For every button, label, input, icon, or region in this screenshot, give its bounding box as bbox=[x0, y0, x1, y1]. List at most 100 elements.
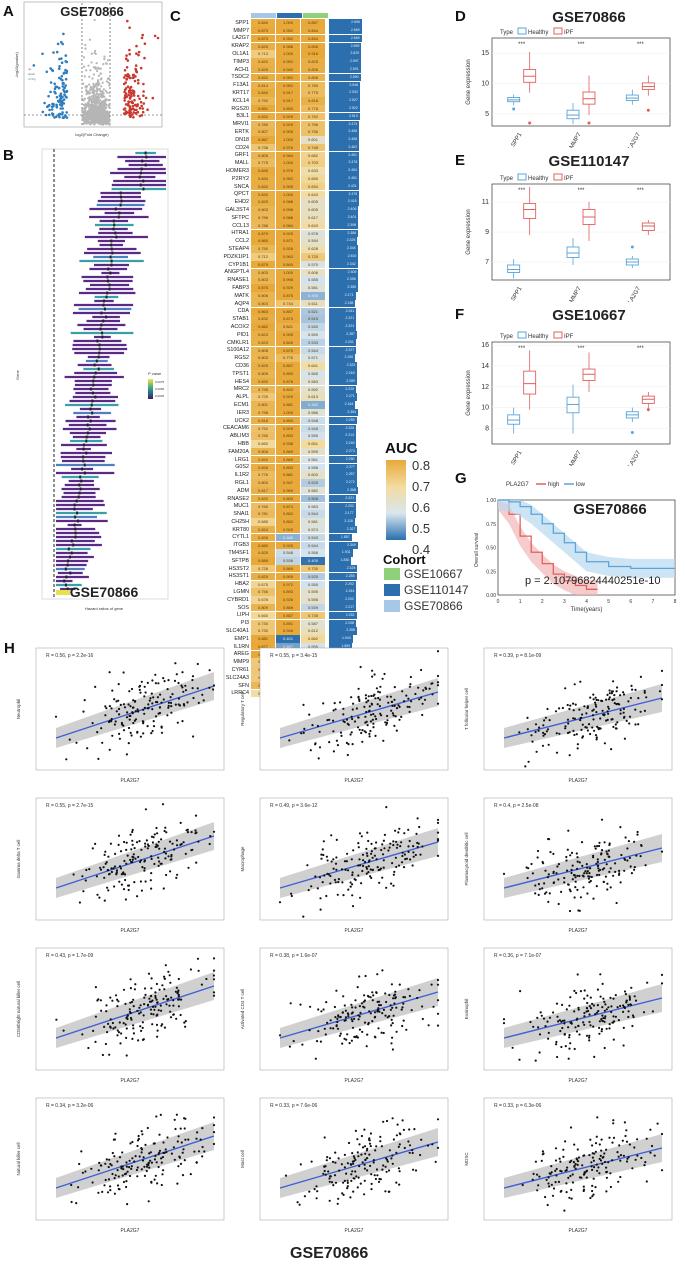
scatter-point bbox=[436, 702, 440, 705]
scatter-point bbox=[391, 1036, 394, 1039]
scatter-point bbox=[154, 682, 157, 685]
scatter-point bbox=[182, 1148, 185, 1151]
scatter-point bbox=[158, 988, 161, 991]
heatmap-row: ECM1 0.801 0.881 0.482 2.164 bbox=[197, 401, 362, 409]
scatter-point bbox=[393, 698, 396, 701]
scatter-point bbox=[117, 843, 120, 846]
scatter-ylabel: Regulatory T cell bbox=[240, 692, 245, 726]
scatter-point bbox=[609, 867, 612, 870]
heatmap-gene-label: GAL3ST4 bbox=[225, 207, 249, 214]
heatmap-gene-label: HBA2 bbox=[234, 581, 249, 588]
volcano-point-nosig bbox=[94, 95, 97, 98]
scatter-point bbox=[382, 739, 385, 742]
scatter-point bbox=[603, 858, 606, 861]
scatter-point bbox=[598, 1143, 601, 1146]
scatter-point bbox=[376, 866, 379, 869]
scatter-point bbox=[593, 845, 596, 848]
heatmap-sum-bar: 2.344 bbox=[329, 245, 358, 253]
scatter-point bbox=[315, 1185, 318, 1188]
volcano-point-nosig bbox=[81, 107, 85, 110]
scatter-point bbox=[152, 696, 155, 699]
heatmap-cell: 0.803 bbox=[251, 354, 276, 362]
boxplot-gene-label: MMP7 bbox=[569, 131, 583, 148]
scatter-point bbox=[605, 863, 608, 866]
scatter-point bbox=[377, 868, 380, 872]
heatmap-gene-label: F13A1 bbox=[233, 82, 249, 89]
scatter-point bbox=[569, 996, 572, 999]
scatter-xlabel: PLA2G7 bbox=[569, 1078, 588, 1084]
boxplot-outlier bbox=[512, 107, 516, 111]
scatter-point bbox=[388, 1149, 391, 1152]
auc-ticks: 0.8 0.7 0.6 0.5 0.4 bbox=[412, 455, 430, 560]
boxplot-outlier bbox=[646, 108, 650, 112]
scatter-point bbox=[527, 760, 530, 763]
forest-point bbox=[112, 227, 115, 231]
heatmap-sum-bar: 2.255 bbox=[329, 572, 357, 581]
scatter-point bbox=[644, 1161, 647, 1164]
scatter-point bbox=[181, 720, 184, 723]
scatter-point bbox=[181, 686, 184, 689]
heatmap-sum-bar: 2.274 bbox=[329, 447, 357, 456]
heatmap-cell: 0.581 bbox=[301, 284, 326, 292]
scatter-point bbox=[192, 735, 195, 738]
scatter-point bbox=[371, 999, 374, 1002]
scatter-point bbox=[153, 862, 156, 866]
scatter-point bbox=[111, 734, 114, 737]
scatter-point bbox=[199, 1138, 202, 1141]
survival-pvalue: p = 2.10796824440251e-10 bbox=[525, 575, 661, 587]
heatmap-row: HBA2 0.675 0.972 0.555 2.202 bbox=[197, 580, 362, 589]
scatter-point bbox=[122, 1022, 125, 1025]
scatter-point bbox=[292, 1040, 295, 1043]
scatter-point bbox=[326, 872, 329, 875]
scatter-point bbox=[111, 999, 114, 1002]
volcano-point-nosig bbox=[93, 102, 96, 105]
scatter-point bbox=[594, 696, 597, 699]
boxplot-box bbox=[507, 414, 521, 425]
boxplot-outlier bbox=[630, 245, 634, 249]
scatter-point bbox=[138, 685, 141, 688]
heatmap-cell: 0.976 bbox=[276, 167, 301, 175]
scatter-point bbox=[537, 1184, 540, 1187]
scatter-point bbox=[626, 859, 629, 862]
scatter-point bbox=[369, 1132, 372, 1135]
scatter-point bbox=[552, 881, 555, 885]
scatter-point bbox=[154, 994, 157, 998]
scatter-point bbox=[603, 1160, 607, 1164]
auc-tick-05: 0.5 bbox=[412, 521, 431, 536]
scatter-regression-line bbox=[55, 685, 215, 739]
scatter-point bbox=[598, 1026, 601, 1029]
scatter-point bbox=[212, 978, 216, 981]
volcano-point-nosig bbox=[108, 98, 111, 102]
scatter-point bbox=[94, 842, 97, 845]
volcano-point-down bbox=[50, 108, 54, 111]
heatmap-cell: 0.905 bbox=[276, 182, 301, 191]
scatter-point bbox=[562, 1148, 565, 1151]
scatter-point bbox=[368, 735, 371, 738]
scatter-point bbox=[321, 848, 324, 851]
heatmap-row: HTRA1 0.879 0.929 0.578 2.386 bbox=[197, 229, 362, 238]
scatter-point bbox=[146, 1126, 149, 1130]
heatmap-gene-label: AQP4 bbox=[234, 300, 249, 307]
scatter-point bbox=[346, 722, 349, 725]
scatter-point bbox=[619, 1159, 622, 1162]
scatter-point bbox=[660, 669, 664, 672]
scatter-point bbox=[633, 840, 636, 843]
scatter-point bbox=[370, 703, 374, 706]
heatmap-row: CCL2 0.860 0.871 0.594 2.325 bbox=[197, 237, 362, 245]
heatmap-cell: 1.000 bbox=[276, 190, 301, 199]
scatter-point bbox=[611, 699, 614, 702]
scatter-point bbox=[381, 843, 384, 846]
scatter-point bbox=[140, 1148, 144, 1151]
scatter-point bbox=[377, 690, 380, 693]
heatmap-cell: 0.606 bbox=[301, 268, 326, 277]
scatter-point bbox=[548, 719, 551, 722]
volcano-point-up bbox=[144, 96, 148, 100]
scatter-point bbox=[108, 1158, 111, 1161]
scatter-regression-line bbox=[503, 997, 663, 1039]
scatter-point bbox=[139, 1025, 142, 1028]
scatter-point bbox=[536, 1189, 539, 1192]
scatter-point bbox=[585, 1169, 589, 1172]
scatter-ylabel: Mast cell bbox=[240, 1150, 245, 1168]
volcano-point-up bbox=[134, 112, 138, 115]
